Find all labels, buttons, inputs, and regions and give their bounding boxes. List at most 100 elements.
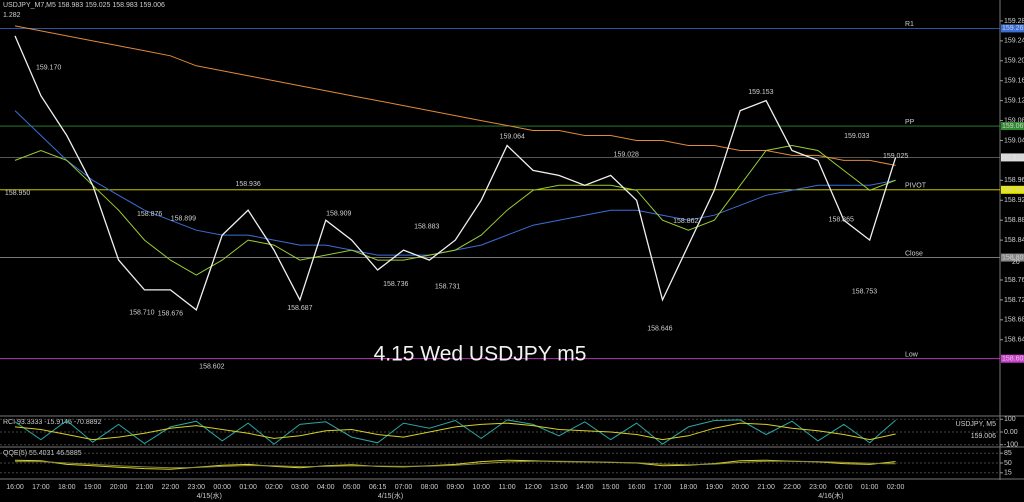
price-annotation: 158.676	[158, 311, 183, 318]
y-tick-label: 159.080	[1004, 117, 1024, 124]
x-tick-label: 21:00	[136, 484, 154, 491]
series-line	[14, 459, 896, 470]
price-annotation: 158.950	[5, 190, 30, 197]
x-tick-label: 01:00	[239, 484, 257, 491]
x-tick-label: 17:00	[654, 484, 672, 491]
x-tick-label: 20:00	[731, 484, 749, 491]
x-tick-label: 23:00	[809, 484, 827, 491]
axis-price-box	[1001, 185, 1024, 194]
x-tick-label: 18:00	[58, 484, 76, 491]
x-tick-label: 23:00	[188, 484, 206, 491]
price-annotation: 159.170	[36, 65, 61, 72]
series-line	[14, 144, 896, 276]
x-tick-label: 16:00	[628, 484, 646, 491]
price-annotation: 159.025	[883, 153, 908, 160]
price-annotation: 158.899	[171, 216, 196, 223]
price-annotation: 159.153	[748, 89, 773, 96]
x-tick-label: 01:00	[861, 484, 879, 491]
x-tick-label: 21:00	[757, 484, 775, 491]
x-tick-label: 08:00	[421, 484, 439, 491]
axis-price: 159.069	[1002, 123, 1024, 130]
y-tick-label: 159.240	[1004, 38, 1024, 45]
side-note: 20	[1012, 259, 1020, 266]
x-tick-label: 00:00	[213, 484, 231, 491]
x-tick-label: 22:00	[783, 484, 801, 491]
date-label: 4/15(水)	[378, 491, 403, 500]
series-line	[14, 110, 896, 256]
axis-price-box	[1001, 122, 1024, 131]
price-annotation: 158.936	[235, 181, 260, 188]
indicator-title: RCI 93.3333 -15.9145 -70.8892	[3, 419, 102, 426]
y-tick-label: 100	[1004, 416, 1016, 423]
y-tick-label: 158.960	[1004, 177, 1024, 184]
x-tick-label: 07:00	[395, 484, 413, 491]
axis-price-box	[1001, 24, 1024, 33]
series-line	[14, 419, 896, 445]
price-annotation: 158.731	[435, 283, 460, 290]
x-tick-label: 10:00	[472, 484, 490, 491]
x-tick-label: 05:00	[343, 484, 361, 491]
price-annotation: 158.862	[673, 218, 698, 225]
level-name: Close	[905, 250, 923, 257]
y-tick-label: 50	[1004, 460, 1012, 467]
x-tick-label: 02:00	[265, 484, 283, 491]
axis-price: 158.805	[1002, 254, 1024, 261]
price-annotation: 159.033	[844, 133, 869, 140]
x-tick-label: 11:00	[499, 484, 516, 491]
y-tick-label: 158.680	[1004, 317, 1024, 324]
x-tick-label: 17:00	[32, 484, 50, 491]
x-tick-label: 13:00	[550, 484, 568, 491]
x-tick-label: 19:00	[706, 484, 724, 491]
axis-price-box	[1001, 253, 1024, 262]
level-name: R1	[905, 21, 914, 28]
price-annotation: 158.687	[287, 305, 312, 312]
series-line	[14, 25, 896, 166]
price-annotation: 158.646	[647, 326, 672, 333]
price-annotation: 158.909	[326, 211, 351, 218]
series-line	[15, 460, 896, 469]
y-tick-label: 159.160	[1004, 78, 1024, 85]
axis-price: 158.941	[1002, 187, 1024, 194]
axis-price: 159.006	[1002, 154, 1024, 161]
price-annotation: 158.876	[137, 211, 162, 218]
x-tick-label: 04:00	[317, 484, 335, 491]
x-tick-label: 19:00	[84, 484, 102, 491]
axis-price-box	[1001, 153, 1024, 162]
symbol-price: 159.006	[971, 433, 996, 440]
x-tick-label: 22:00	[162, 484, 180, 491]
y-tick-label: 159.040	[1004, 137, 1024, 144]
y-tick-label: 158.760	[1004, 277, 1024, 284]
price-annotation: 158.865	[829, 217, 854, 224]
chart-title: 4.15 Wed USDJPY m5	[374, 343, 587, 366]
axis-price-box	[1001, 354, 1024, 363]
x-tick-label: 15:00	[602, 484, 620, 491]
y-tick-label: 158.840	[1004, 237, 1024, 244]
y-tick-label: 158.920	[1004, 197, 1024, 204]
indicator-title: QQE(5) 55.4031 46.5885	[3, 450, 82, 457]
level-name: Low	[905, 352, 919, 359]
series-line	[14, 35, 897, 311]
y-tick-label: 159.120	[1004, 97, 1024, 104]
x-tick-label: 03:00	[291, 484, 309, 491]
x-tick-label: 12:00	[524, 484, 542, 491]
series-line	[14, 422, 896, 441]
y-tick-label: 85	[1004, 450, 1012, 457]
x-tick-label: 14:00	[576, 484, 594, 491]
price-annotation: 158.883	[414, 224, 439, 231]
x-tick-label: 18:00	[680, 484, 698, 491]
x-tick-label: 09:00	[447, 484, 465, 491]
x-tick-label: 02:00	[887, 484, 905, 491]
price-annotation: 158.710	[129, 310, 154, 317]
x-tick-label: 00:00	[835, 484, 853, 491]
y-tick-label: 15	[1004, 470, 1012, 477]
symbol-label: USDJPY, M5	[956, 421, 996, 428]
price-annotation: 159.064	[500, 133, 525, 140]
symbol-header: USDJPY_M7,M5 158.983 159.025 158.983 159…	[3, 2, 165, 9]
price-annotation: 158.602	[199, 364, 224, 371]
axis-price: 159.265	[1002, 25, 1024, 32]
price-annotation: 158.736	[383, 281, 408, 288]
price-annotation: 158.753	[852, 288, 877, 295]
level-name: PP	[905, 119, 915, 126]
level-name: PIVOT	[905, 183, 927, 190]
